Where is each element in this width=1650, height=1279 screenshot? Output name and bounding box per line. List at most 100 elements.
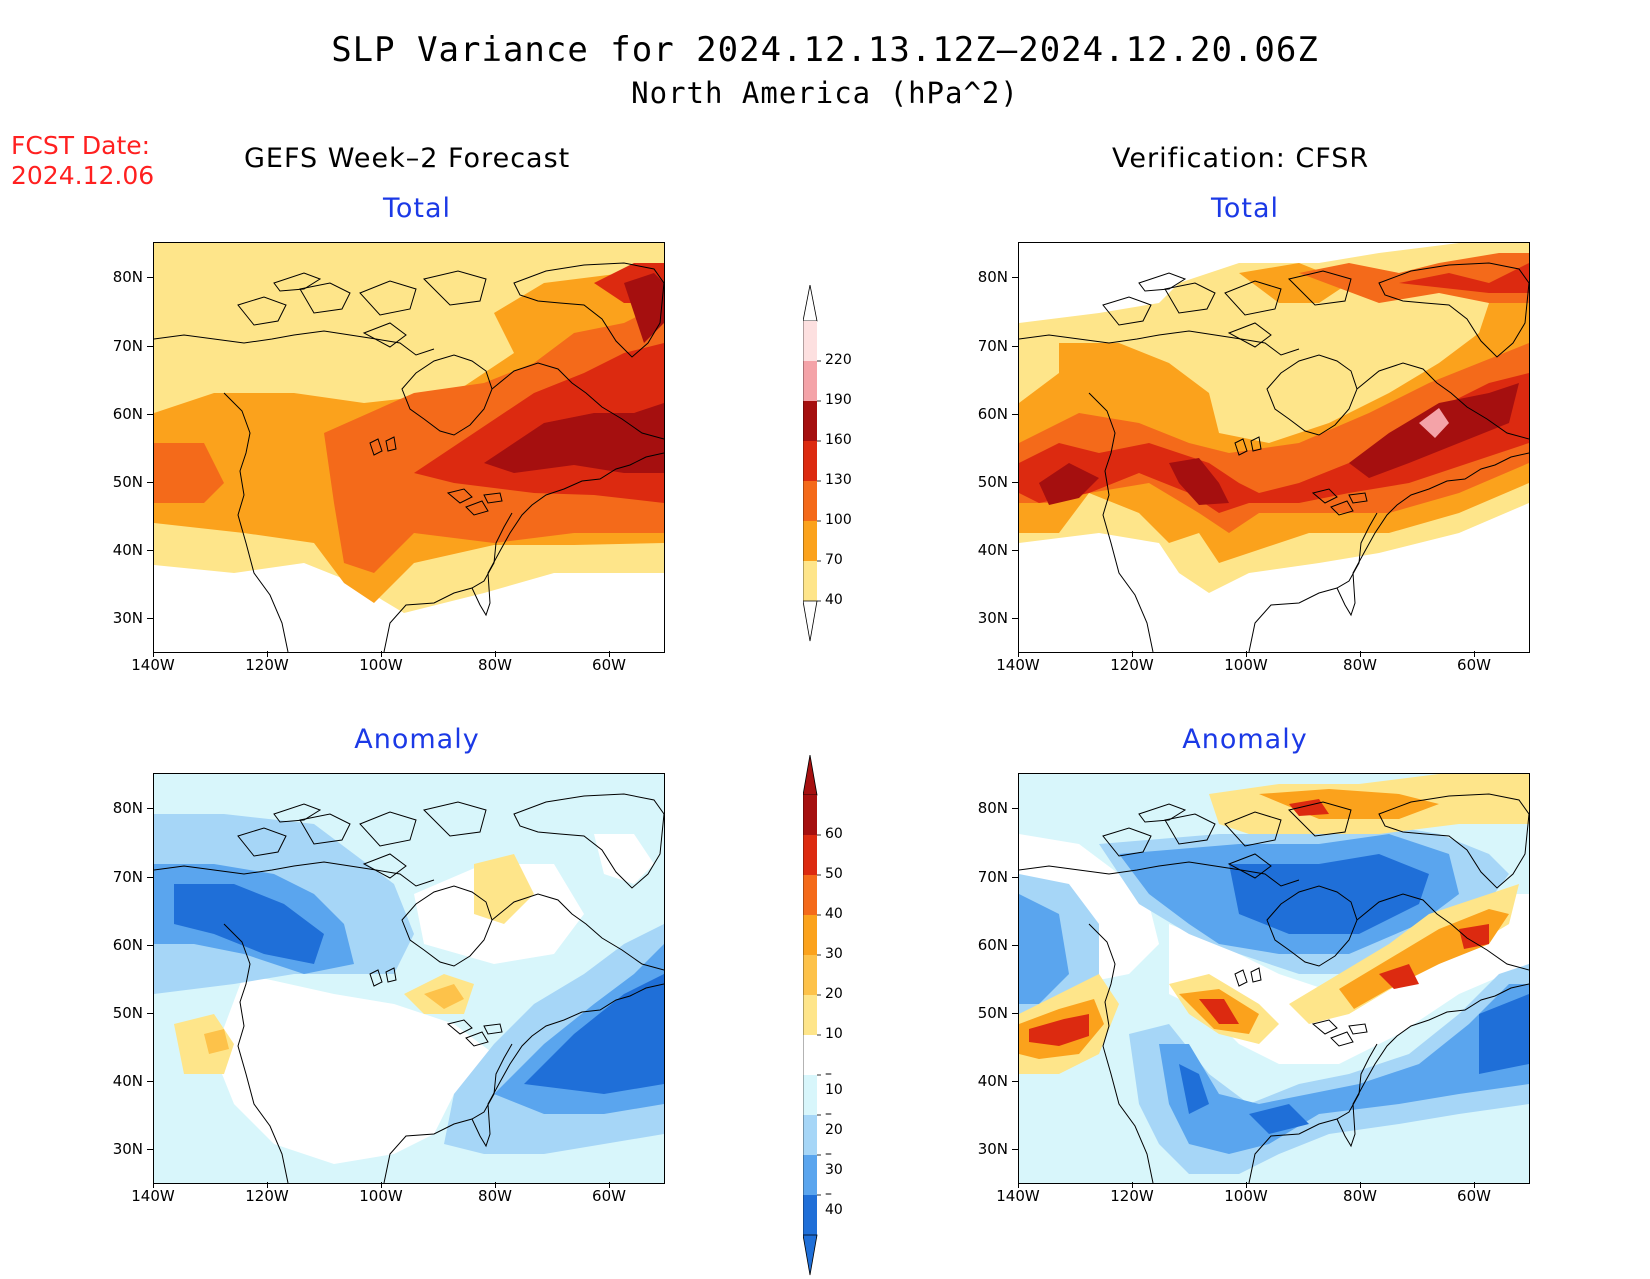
lon-tick-mark xyxy=(1018,651,1019,657)
coastline-12 xyxy=(1227,322,1272,348)
coastline-11 xyxy=(1138,272,1187,292)
coastline-3 xyxy=(401,354,493,436)
coastline-2 xyxy=(1336,983,1529,1148)
colorbar-label: 10 xyxy=(825,1026,843,1042)
panel-title-verification-anomaly: Anomaly xyxy=(1182,724,1308,755)
lon-tick-label: 80W xyxy=(478,656,512,674)
lat-tick-label: 80N xyxy=(112,799,143,817)
contour-fill-1 xyxy=(214,834,654,1164)
coastline-5 xyxy=(1019,861,1300,887)
fcst-date-label: FCST Date: xyxy=(11,131,151,160)
colorbar-swatch xyxy=(803,561,817,601)
fcst-date-value: 2024.12.06 xyxy=(11,161,155,190)
lon-tick-mark xyxy=(609,1182,610,1188)
colorbar-graphic xyxy=(803,755,821,1276)
colorbar-label: –10 xyxy=(825,1066,843,1098)
lat-tick-label: 60N xyxy=(112,936,143,954)
coastline-9 xyxy=(1224,280,1282,316)
contour-fill-3 xyxy=(1019,834,1529,1154)
lon-tick-label: 120W xyxy=(245,1187,289,1205)
coastline-10 xyxy=(1288,801,1352,837)
contour-fill-4 xyxy=(1179,854,1529,1134)
lon-tick-label: 120W xyxy=(245,656,289,674)
lon-tick-mark xyxy=(267,1182,268,1188)
coastline-11 xyxy=(1138,803,1187,823)
coastline-0 xyxy=(223,392,289,652)
lon-tick-label: 80W xyxy=(1343,656,1377,674)
lat-tick-mark xyxy=(1012,550,1018,551)
colorbar-swatch xyxy=(803,1075,817,1115)
coastline-14 xyxy=(465,1031,489,1047)
lon-tick-mark xyxy=(1018,1182,1019,1188)
colorbar-label: 50 xyxy=(825,866,843,882)
lon-tick-mark xyxy=(495,1182,496,1188)
lat-tick-mark xyxy=(147,1081,153,1082)
contour-fill-4 xyxy=(1039,383,1519,505)
lon-tick-label: 140W xyxy=(131,1187,175,1205)
coastline-15 xyxy=(483,1023,503,1035)
lat-tick-label: 80N xyxy=(977,268,1008,286)
colorbar-top-arrow xyxy=(803,285,818,322)
lon-tick-mark xyxy=(1360,651,1361,657)
lon-tick-mark xyxy=(1132,1182,1133,1188)
coastline-17 xyxy=(385,436,397,452)
coastline-9 xyxy=(359,280,417,316)
coastline-2 xyxy=(1336,452,1529,617)
contour-fill-6 xyxy=(204,984,464,1054)
map-verification-total xyxy=(1018,242,1530,653)
map-field xyxy=(1019,774,1529,1183)
lon-tick-mark xyxy=(381,651,382,657)
coastline-14 xyxy=(1330,500,1354,516)
lon-tick-mark xyxy=(1360,1182,1361,1188)
colorbar-swatch xyxy=(803,835,817,875)
map-verification-anomaly xyxy=(1018,773,1530,1184)
colorbar-swatch xyxy=(803,361,817,401)
lat-tick-mark xyxy=(1012,618,1018,619)
coastline-16 xyxy=(369,969,383,987)
coastline-5 xyxy=(1019,330,1300,356)
coastline-17 xyxy=(1250,967,1262,983)
colorbar-swatch xyxy=(803,401,817,441)
colorbar-bottom-arrow xyxy=(803,600,818,642)
colorbar-label: 30 xyxy=(825,946,843,962)
lat-tick-mark xyxy=(1012,877,1018,878)
coastline-0 xyxy=(1088,392,1154,652)
lon-tick-label: 60W xyxy=(1457,656,1491,674)
lon-tick-mark xyxy=(1474,1182,1475,1188)
colorbar-label: 190 xyxy=(825,392,852,408)
coastline-15 xyxy=(1348,1023,1368,1035)
coastline-2 xyxy=(471,983,664,1148)
coastline-4 xyxy=(1356,893,1529,971)
lat-tick-label: 40N xyxy=(112,1072,143,1090)
coastline-2 xyxy=(471,452,664,617)
lon-tick-label: 100W xyxy=(1224,1187,1268,1205)
coastline-0 xyxy=(223,923,289,1183)
panel-title-verification-total: Total xyxy=(1210,193,1280,224)
colorbar-swatch xyxy=(803,1155,817,1195)
map-forecast-total xyxy=(153,242,665,653)
lon-tick-label: 80W xyxy=(478,1187,512,1205)
colorbar-swatch xyxy=(803,521,817,561)
panel-title-forecast-total: Total xyxy=(382,193,452,224)
coastline-8 xyxy=(299,813,351,845)
contour-fill-5 xyxy=(1419,408,1449,438)
colorbar-swatch xyxy=(803,955,817,995)
contour-fill-7 xyxy=(1029,799,1489,1046)
lon-tick-label: 60W xyxy=(1457,1187,1491,1205)
coastline-10 xyxy=(1288,270,1352,306)
lon-tick-label: 140W xyxy=(996,1187,1040,1205)
lat-tick-mark xyxy=(1012,945,1018,946)
contour-fill-4 xyxy=(484,273,664,473)
coastline-13 xyxy=(1311,1019,1338,1035)
left-column-title: GEFS Week–2 Forecast xyxy=(244,143,571,174)
coastline-7 xyxy=(1102,296,1152,326)
lat-tick-mark xyxy=(147,414,153,415)
lon-tick-mark xyxy=(1246,1182,1247,1188)
lat-tick-label: 70N xyxy=(977,868,1008,886)
lon-tick-label: 140W xyxy=(996,656,1040,674)
lat-tick-mark xyxy=(1012,482,1018,483)
lat-tick-mark xyxy=(1012,277,1018,278)
lon-tick-label: 120W xyxy=(1110,656,1154,674)
lon-tick-mark xyxy=(1132,651,1133,657)
lat-tick-mark xyxy=(147,550,153,551)
